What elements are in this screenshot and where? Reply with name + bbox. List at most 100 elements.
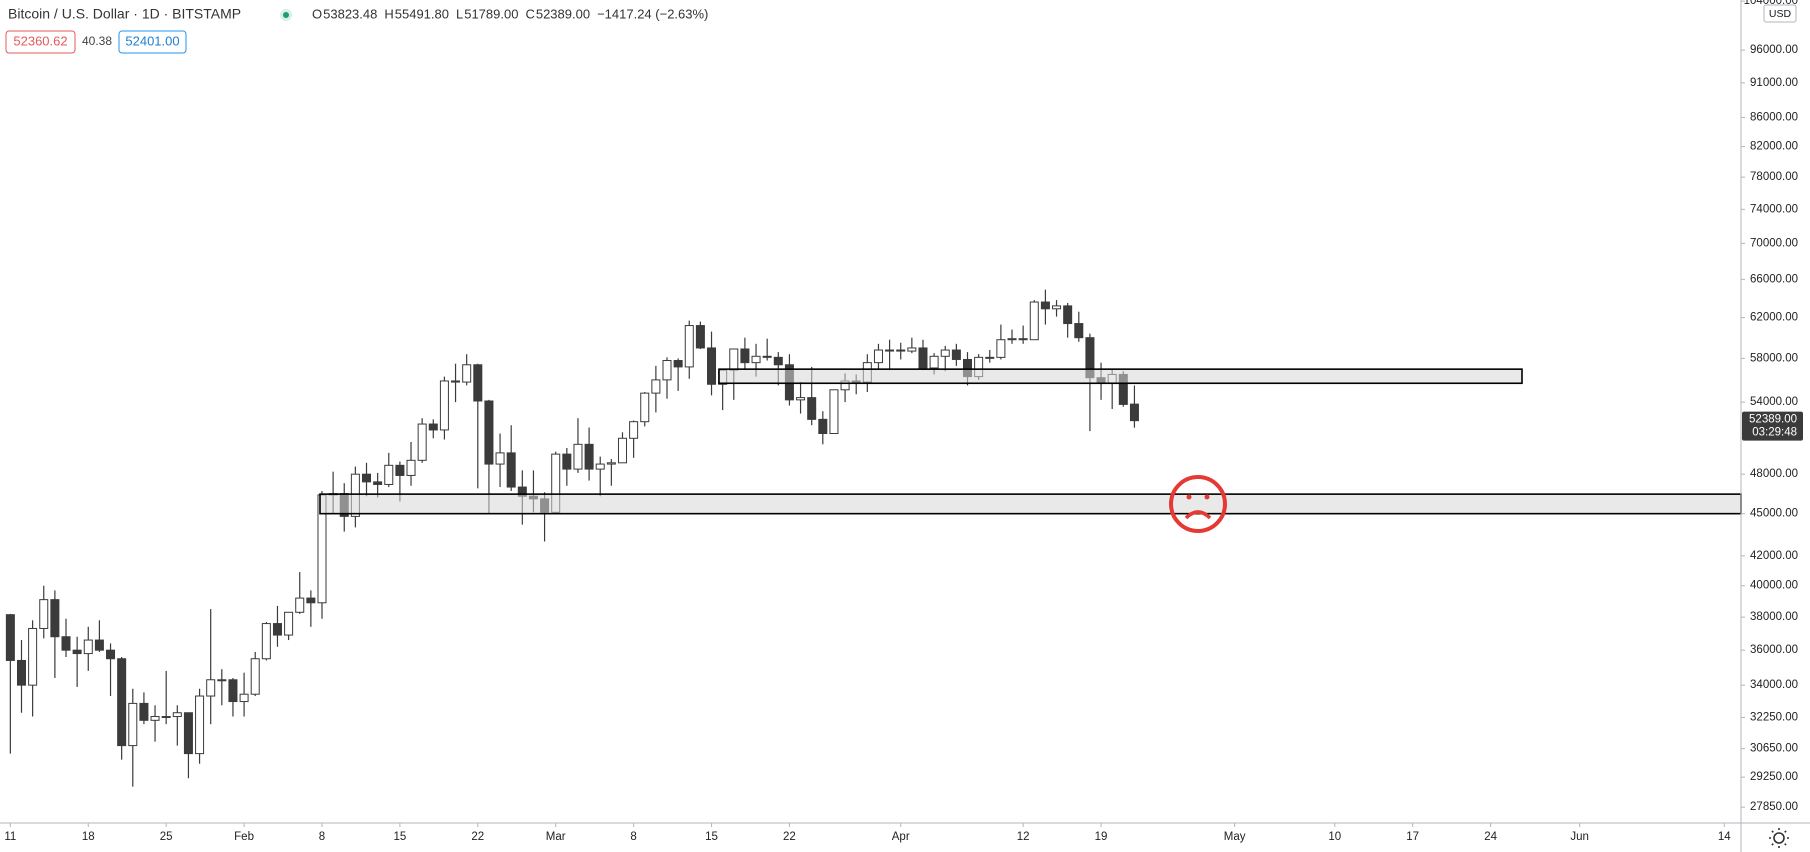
settings-gear[interactable] (1769, 828, 1789, 848)
last-price-box (1742, 411, 1803, 441)
price-zone (718, 368, 1523, 385)
candle-body (985, 356, 995, 359)
candle-body (796, 397, 806, 401)
x-tick-label: 8 (630, 831, 636, 843)
candle-body (695, 325, 705, 349)
x-tick-label: 24 (1484, 831, 1497, 843)
y-tick-label: 78000.00 (1750, 171, 1798, 183)
candle-body (72, 649, 82, 655)
y-tick-label: 40000.00 (1750, 580, 1798, 592)
sad-face (1169, 475, 1227, 533)
candle-body (506, 452, 516, 488)
candle-body (495, 452, 505, 465)
y-tick-label: 42000.00 (1750, 550, 1798, 562)
y-tick-label: 62000.00 (1750, 312, 1798, 324)
x-tick-label: 11 (4, 831, 16, 843)
sad-face-eye (1186, 494, 1192, 500)
y-tick-label: 45000.00 (1750, 508, 1798, 520)
x-tick-label: Feb (234, 831, 254, 843)
candle-body (284, 611, 294, 636)
candle-body (195, 695, 205, 755)
candle-body (595, 463, 605, 470)
y-tick-label: 91000.00 (1750, 77, 1798, 89)
candle-body (28, 627, 38, 686)
sell-box[interactable] (5, 30, 76, 54)
buy-box[interactable] (118, 30, 187, 54)
candle-body (807, 397, 817, 420)
candle-body (306, 597, 316, 604)
candle-body (762, 355, 772, 358)
candle-body (951, 349, 961, 360)
candle-body (161, 716, 171, 719)
candle-body (729, 348, 739, 371)
candle-body (373, 481, 383, 485)
candle-body (61, 636, 71, 651)
candle-body (1074, 323, 1084, 339)
y-tick-label: 104000.00 (1744, 0, 1798, 7)
y-tick-label: 54000.00 (1750, 396, 1798, 408)
x-tick-label: 25 (160, 831, 173, 843)
x-tick-label: 17 (1406, 831, 1419, 843)
candle-body (451, 380, 461, 383)
ohlc-change: −1417.24 (−2.63%) (597, 6, 708, 21)
candle-body (128, 702, 138, 747)
last-price: 52389.00 (1749, 414, 1797, 426)
candle-body (907, 347, 917, 352)
x-tick-label: Jun (1570, 831, 1589, 843)
y-tick-label: 82000.00 (1750, 141, 1798, 153)
axes: 27850.00 29250.00 30650.00 32250.00 34000.00… (4, 0, 1803, 843)
y-tick-label: 27850.00 (1750, 801, 1798, 813)
candle-body (773, 356, 783, 366)
candle-body (929, 355, 939, 369)
candle-body (940, 349, 950, 357)
candle-body (261, 623, 271, 660)
candle-body (617, 437, 627, 464)
candle-body (217, 679, 227, 682)
candle-body (740, 348, 750, 364)
candle-body (295, 597, 305, 613)
y-tick-label: 86000.00 (1750, 111, 1798, 123)
x-tick-label: May (1224, 831, 1246, 843)
candle-body (39, 599, 49, 629)
candle-body (1007, 338, 1017, 341)
candle-body (428, 423, 438, 431)
candle-body (673, 360, 683, 368)
candle-body (1052, 305, 1062, 310)
candle-body (150, 716, 160, 721)
candle-body (50, 599, 60, 638)
candle-body (640, 392, 650, 423)
candle-body (918, 347, 928, 369)
x-tick-label: 14 (1718, 831, 1731, 843)
candle-body (172, 712, 182, 718)
candle-body (228, 679, 238, 703)
candle-body (484, 400, 494, 465)
ohlc-key: H (384, 6, 393, 21)
candle-body (629, 421, 639, 439)
candle-body (829, 389, 839, 435)
ohlc-value: 52389.00 (536, 6, 590, 21)
x-tick-label: 15 (705, 831, 718, 843)
ohlc-key: C (525, 6, 534, 21)
currency: USD (1769, 8, 1792, 20)
candle-body (651, 379, 661, 394)
y-tick-label: 30650.00 (1750, 743, 1798, 755)
currency-box[interactable] (1763, 4, 1797, 23)
overlay (1169, 475, 1227, 533)
candle-body (584, 443, 594, 470)
candle-body (873, 349, 883, 364)
x-tick-label: 22 (471, 831, 484, 843)
candle-body (573, 443, 583, 470)
y-tick-label: 70000.00 (1750, 237, 1798, 249)
candle-body (562, 453, 572, 470)
candle-body (751, 355, 761, 364)
symbol-title: Bitcoin / U.S. Dollar · 1D · BITSTAMP (8, 6, 241, 22)
gear-teeth (1769, 828, 1789, 848)
y-tick-label: 38000.00 (1750, 611, 1798, 623)
candle-body (384, 464, 394, 485)
candle-body (83, 639, 93, 655)
x-tick-label: 19 (1095, 831, 1108, 843)
ohlc-legend: O 53823.48 H 55491.80 L 51789.00 C 52389.00 −141… (312, 6, 708, 21)
y-tick-label: 36000.00 (1750, 644, 1798, 656)
spread: 40.38 (82, 34, 112, 48)
